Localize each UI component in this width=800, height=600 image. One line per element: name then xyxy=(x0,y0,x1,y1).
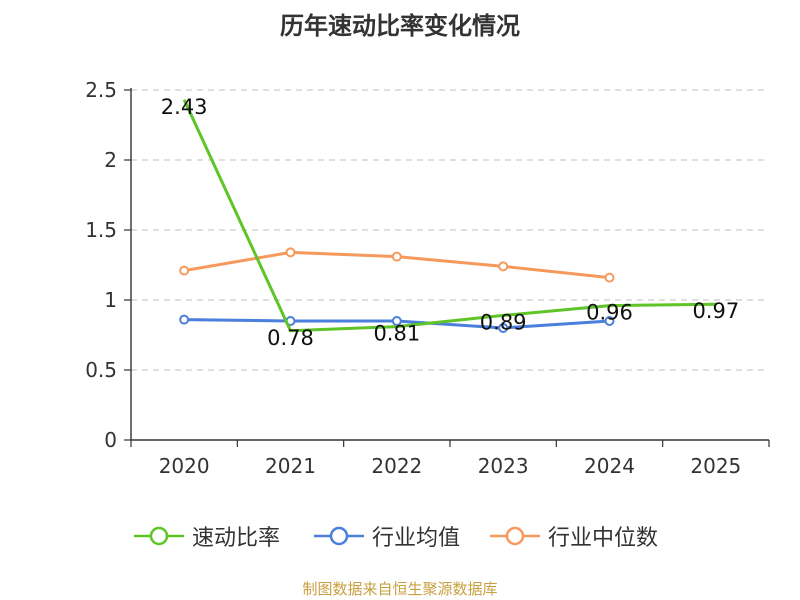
data-label: 0.97 xyxy=(692,299,739,323)
series-point-1 xyxy=(391,316,402,326)
y-tick-label: 2.5 xyxy=(85,78,117,102)
legend-item-quick-ratio[interactable]: 速动比率 xyxy=(132,518,280,554)
series-line-0 xyxy=(182,99,716,333)
legend: 速动比率 行业均值 行业中位数 xyxy=(0,518,800,554)
y-tick-label: 0 xyxy=(104,428,117,452)
x-tick-label: 2022 xyxy=(371,454,422,478)
legend-label: 行业中位数 xyxy=(548,526,659,551)
x-tick-label: 2023 xyxy=(478,454,529,478)
series-point-1 xyxy=(604,316,615,326)
x-tick-label: 2020 xyxy=(159,454,210,478)
legend-line-icon xyxy=(490,526,540,546)
series-point-1 xyxy=(179,314,190,325)
series-point-2 xyxy=(179,265,190,276)
series-point-2 xyxy=(391,251,402,262)
legend-item-industry-mean[interactable]: 行业均值 xyxy=(312,518,460,554)
series-point-1 xyxy=(498,323,509,333)
source-note: 制图数据来自恒生聚源数据库 xyxy=(302,580,498,598)
data-label: 0.81 xyxy=(373,322,420,346)
legend-line-icon xyxy=(314,526,364,546)
data-label: 2.43 xyxy=(161,95,208,119)
legend-label: 速动比率 xyxy=(192,526,281,551)
y-tick-label: 1 xyxy=(104,288,117,312)
data-label: 0.78 xyxy=(267,326,314,350)
x-tick-label: 2025 xyxy=(690,454,741,478)
x-tick-label: 2021 xyxy=(265,454,316,478)
legend-line-icon xyxy=(134,526,184,546)
data-label: 0.96 xyxy=(586,301,633,325)
series-point-2 xyxy=(285,247,296,258)
series-point-2 xyxy=(604,272,615,283)
x-tick-label: 2024 xyxy=(584,454,635,478)
y-tick-label: 0.5 xyxy=(85,358,117,382)
y-tick-label: 2 xyxy=(104,148,117,172)
series-point-2 xyxy=(498,261,509,272)
y-tick-label: 1.5 xyxy=(85,218,117,242)
legend-item-industry-median[interactable]: 行业中位数 xyxy=(488,518,658,554)
legend-label: 行业均值 xyxy=(372,526,461,551)
data-label: 0.89 xyxy=(480,310,527,334)
chart-title: 历年速动比率变化情况 xyxy=(280,12,520,40)
